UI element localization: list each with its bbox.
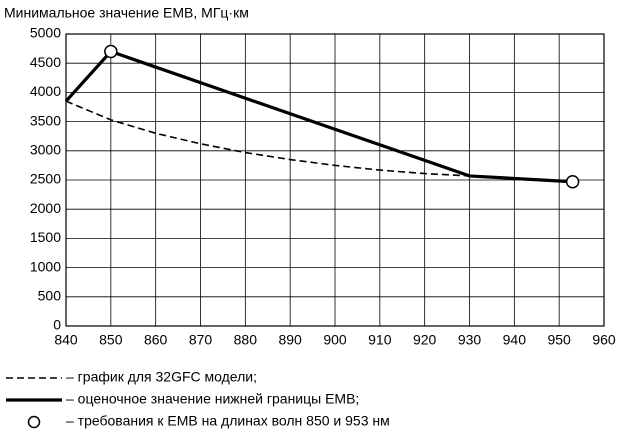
y-tick-label: 5000 xyxy=(30,25,61,41)
legend-marker xyxy=(27,415,41,429)
y-tick-label: 2500 xyxy=(30,171,61,187)
x-tick-label: 840 xyxy=(54,332,78,348)
y-tick-label: 1000 xyxy=(30,258,61,274)
x-tick-label: 920 xyxy=(413,332,437,348)
x-tick-label: 930 xyxy=(458,332,482,348)
y-tick-label: 500 xyxy=(38,288,62,304)
y-tick-label: 1500 xyxy=(30,229,61,245)
x-tick-label: 860 xyxy=(144,332,168,348)
x-tick-label: 950 xyxy=(547,332,571,348)
y-tick-label: 4500 xyxy=(30,54,61,70)
x-tick-label: 910 xyxy=(368,332,392,348)
marker xyxy=(565,175,580,189)
legend-label: – требования к EMB на длинах волн 850 и … xyxy=(66,413,390,429)
line-series xyxy=(65,100,470,177)
chart-title: Минимальное значение EMB, МГц·км xyxy=(4,5,249,21)
y-tick-label: 3000 xyxy=(30,142,61,158)
legend-label: – график для 32GFC модели; xyxy=(66,369,257,385)
x-tick-label: 960 xyxy=(592,332,616,348)
line-series xyxy=(64,49,573,184)
x-tick-label: 900 xyxy=(323,332,347,348)
marker xyxy=(104,44,118,59)
y-tick-label: 3500 xyxy=(30,112,61,128)
x-tick-label: 850 xyxy=(99,332,123,348)
legend-label: – оценочное значение нижней границы EMB; xyxy=(66,391,359,407)
x-tick-label: 890 xyxy=(278,332,302,348)
plot-frame xyxy=(65,33,605,327)
y-tick-label: 0 xyxy=(53,317,61,333)
y-tick-label: 4000 xyxy=(30,83,61,99)
y-tick-label: 2000 xyxy=(30,200,61,216)
x-tick-label: 870 xyxy=(189,332,213,348)
x-tick-label: 880 xyxy=(234,332,258,348)
x-tick-label: 940 xyxy=(503,332,527,348)
